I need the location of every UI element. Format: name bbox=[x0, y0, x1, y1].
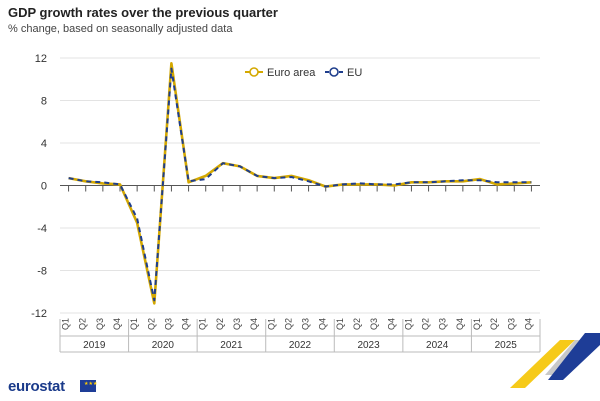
quarter-label: Q1 bbox=[403, 318, 413, 330]
series-line-eu bbox=[68, 67, 532, 302]
quarter-label: Q4 bbox=[112, 318, 122, 330]
quarter-label: Q1 bbox=[266, 318, 276, 330]
legend-item-euro-area[interactable]: Euro area bbox=[245, 67, 316, 79]
quarter-label: Q4 bbox=[523, 318, 533, 330]
x-axis: Q1 Q2 Q3 Q4 Q1 Q2 Q3 Q4 Q1 Q2 Q3 Q4 Q1 Q2 Q3 Q4 Q1 Q2 Q3 Q4… bbox=[59, 185, 541, 353]
year-label: 2021 bbox=[220, 340, 243, 351]
quarter-label: Q2 bbox=[283, 318, 293, 330]
y-tick-label: 4 bbox=[41, 138, 47, 150]
legend-marker-icon bbox=[249, 67, 259, 77]
y-tick-label: 12 bbox=[35, 53, 47, 65]
quarter-label: Q2 bbox=[78, 318, 88, 330]
year-label: 2020 bbox=[152, 340, 175, 351]
quarter-label: Q1 bbox=[129, 318, 139, 330]
quarter-label: Q3 bbox=[438, 318, 448, 330]
series-line-euro-area bbox=[68, 61, 532, 305]
year-label: 2019 bbox=[83, 340, 106, 351]
quarter-label: Q2 bbox=[352, 318, 362, 330]
quarter-label: Q2 bbox=[215, 318, 225, 330]
eu-flag-icon: ★★★ bbox=[80, 380, 97, 392]
quarter-label: Q2 bbox=[421, 318, 431, 330]
year-label: 2025 bbox=[495, 340, 518, 351]
quarter-label: Q3 bbox=[232, 318, 242, 330]
y-tick-label: 8 bbox=[41, 96, 47, 108]
quarter-label: Q3 bbox=[369, 318, 379, 330]
quarter-label: Q3 bbox=[163, 318, 173, 330]
quarter-label: Q3 bbox=[301, 318, 311, 330]
y-tick-label: -4 bbox=[37, 223, 47, 235]
legend-marker-icon bbox=[329, 67, 339, 77]
quarter-label: Q4 bbox=[249, 318, 259, 330]
legend-label: Euro area bbox=[267, 67, 316, 79]
year-label: 2024 bbox=[426, 340, 449, 351]
quarter-label: Q2 bbox=[146, 318, 156, 330]
legend-label: EU bbox=[347, 67, 362, 79]
quarter-label: Q1 bbox=[198, 318, 208, 330]
legend[interactable]: Euro area EU bbox=[245, 67, 362, 79]
quarter-label: Q1 bbox=[472, 318, 482, 330]
eurostat-decoration bbox=[510, 333, 600, 388]
year-label: 2022 bbox=[289, 340, 312, 351]
quarter-label: Q3 bbox=[95, 318, 105, 330]
y-tick-label: -12 bbox=[31, 308, 47, 320]
y-tick-label: 0 bbox=[41, 181, 47, 193]
eurostat-logo: eurostat bbox=[8, 378, 65, 395]
year-label: 2023 bbox=[357, 340, 380, 351]
chart-subtitle: % change, based on seasonally adjusted d… bbox=[8, 23, 233, 35]
series-lines bbox=[68, 61, 532, 305]
quarter-label: Q2 bbox=[489, 318, 499, 330]
y-tick-label: -8 bbox=[37, 266, 47, 278]
grid bbox=[60, 57, 540, 314]
quarter-label: Q4 bbox=[386, 318, 396, 330]
quarter-label: Q1 bbox=[61, 318, 71, 330]
quarter-label: Q3 bbox=[506, 318, 516, 330]
quarter-label: Q1 bbox=[335, 318, 345, 330]
quarter-label: Q4 bbox=[455, 318, 465, 330]
chart-title: GDP growth rates over the previous quart… bbox=[8, 5, 278, 20]
legend-item-eu[interactable]: EU bbox=[325, 67, 362, 79]
quarter-label: Q4 bbox=[181, 318, 191, 330]
y-axis: 12 8 4 0 -4 -8 -12 bbox=[31, 53, 47, 320]
quarter-label: Q4 bbox=[318, 318, 328, 330]
